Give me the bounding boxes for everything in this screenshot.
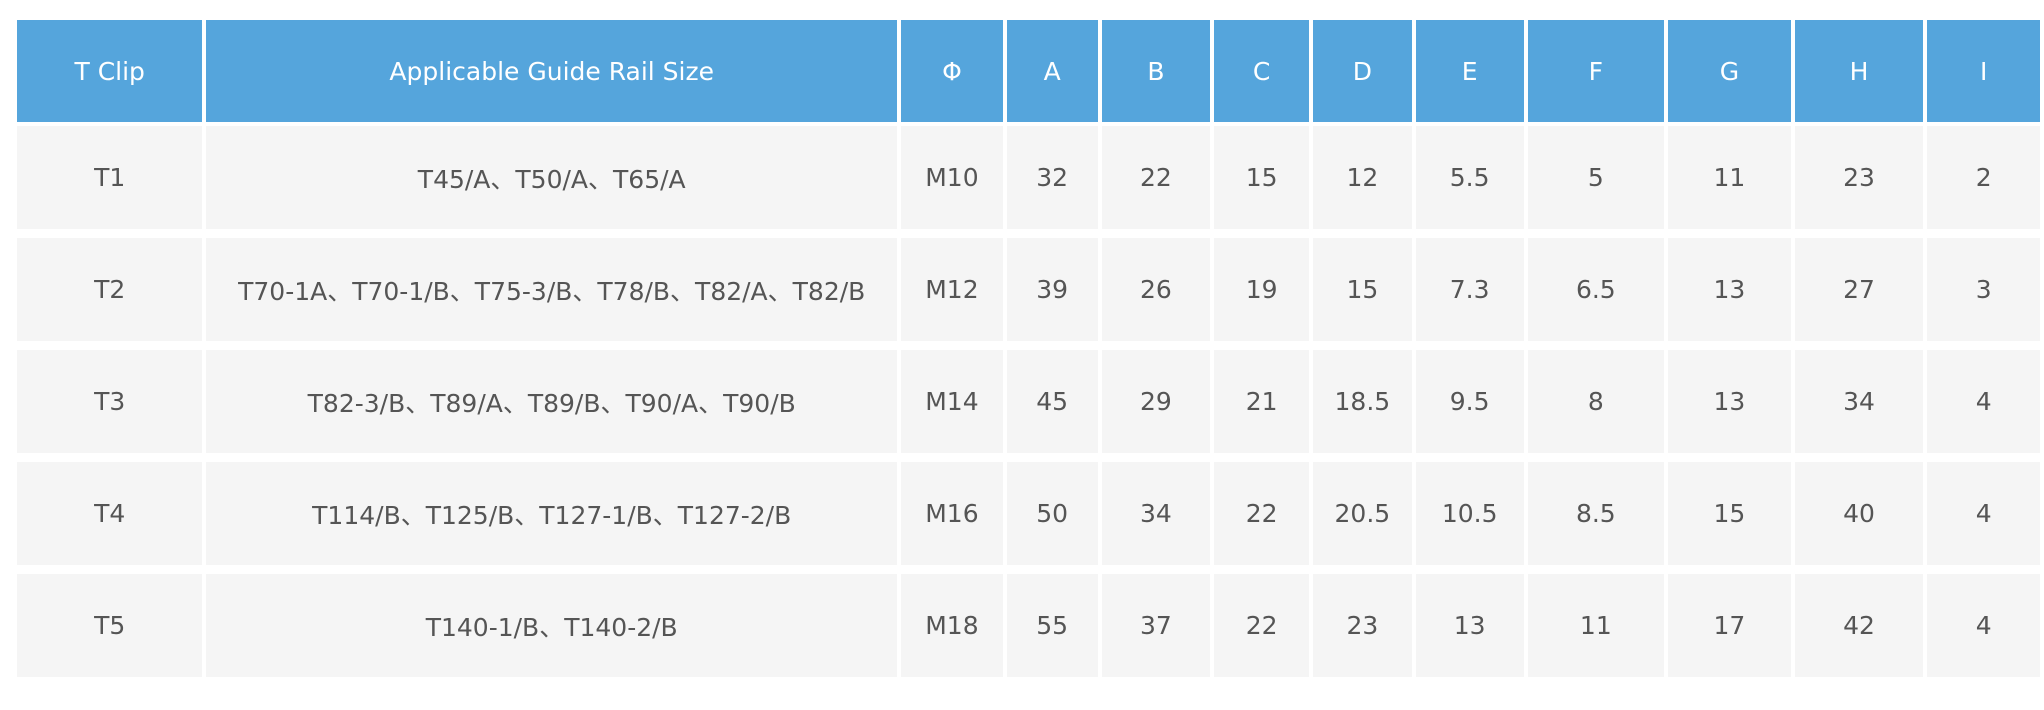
table-cell: T4 xyxy=(17,453,203,565)
header-cell: Applicable Guide Rail Size xyxy=(206,20,898,122)
header-row: T Clip Applicable Guide Rail Size Φ A B C D E F G… xyxy=(17,20,2040,122)
table-cell: 2 xyxy=(1927,122,2040,229)
table-cell: M10 xyxy=(901,122,1003,229)
table-cell: 6.5 xyxy=(1527,229,1665,341)
table-cell: 26 xyxy=(1101,229,1211,341)
table-cell: 4 xyxy=(1927,341,2040,453)
table-cell: T1 xyxy=(17,122,203,229)
table-cell: 40 xyxy=(1794,453,1924,565)
table-cell: 18.5 xyxy=(1312,341,1412,453)
table-cell: 8.5 xyxy=(1527,453,1665,565)
table-cell: 13 xyxy=(1415,565,1524,677)
table-row: T5 T140-1/B、T140-2/B M18 55 37 22 23 13 11 17 42 4 xyxy=(17,565,2040,677)
table-row: T3 T82-3/B、T89/A、T89/B、T90/A、T90/B M14 45 29… xyxy=(17,341,2040,453)
table-cell: T3 xyxy=(17,341,203,453)
header-cell: A xyxy=(1006,20,1098,122)
table-row: T1 T45/A、T50/A、T65/A M10 32 22 15 12 5.5 5 11 23 2 xyxy=(17,122,2040,229)
table-cell: 4 xyxy=(1927,565,2040,677)
table-row: T4 T114/B、T125/B、T127-1/B、T127-2/B M16 50 34… xyxy=(17,453,2040,565)
table-cell: T45/A、T50/A、T65/A xyxy=(206,122,898,229)
table-cell: T2 xyxy=(17,229,203,341)
table-cell: 12 xyxy=(1312,122,1412,229)
table-cell: 7.3 xyxy=(1415,229,1524,341)
table-cell: M14 xyxy=(901,341,1003,453)
table-cell: 21 xyxy=(1214,341,1309,453)
table-cell: M12 xyxy=(901,229,1003,341)
table-cell: 22 xyxy=(1101,122,1211,229)
table-cell: 13 xyxy=(1668,341,1791,453)
table-cell: 39 xyxy=(1006,229,1098,341)
header-cell: T Clip xyxy=(17,20,203,122)
table-cell: 42 xyxy=(1794,565,1924,677)
table-cell: T140-1/B、T140-2/B xyxy=(206,565,898,677)
table-cell: 9.5 xyxy=(1415,341,1524,453)
table-cell: 5.5 xyxy=(1415,122,1524,229)
header-cell: I xyxy=(1927,20,2040,122)
table-cell: T82-3/B、T89/A、T89/B、T90/A、T90/B xyxy=(206,341,898,453)
table-body: T1 T45/A、T50/A、T65/A M10 32 22 15 12 5.5 5 11 23 2 T… xyxy=(17,122,2040,677)
table-cell: 17 xyxy=(1668,565,1791,677)
table-cell: 8 xyxy=(1527,341,1665,453)
table-cell: 5 xyxy=(1527,122,1665,229)
header-cell: E xyxy=(1415,20,1524,122)
table-cell: 3 xyxy=(1927,229,2040,341)
table-cell: M16 xyxy=(901,453,1003,565)
table-cell: 22 xyxy=(1214,565,1309,677)
table-cell: T114/B、T125/B、T127-1/B、T127-2/B xyxy=(206,453,898,565)
table-cell: 15 xyxy=(1668,453,1791,565)
table-cell: 22 xyxy=(1214,453,1309,565)
table-cell: 50 xyxy=(1006,453,1098,565)
table-cell: T70-1A、T70-1/B、T75-3/B、T78/B、T82/A、T82/B xyxy=(206,229,898,341)
table-cell: 29 xyxy=(1101,341,1211,453)
table-cell: M18 xyxy=(901,565,1003,677)
table-cell: 23 xyxy=(1794,122,1924,229)
table-cell: 34 xyxy=(1794,341,1924,453)
table-cell: 27 xyxy=(1794,229,1924,341)
header-cell: F xyxy=(1527,20,1665,122)
table-cell: 10.5 xyxy=(1415,453,1524,565)
table-cell: 11 xyxy=(1527,565,1665,677)
header-cell: C xyxy=(1214,20,1309,122)
table-cell: 34 xyxy=(1101,453,1211,565)
table-cell: 4 xyxy=(1927,453,2040,565)
table-cell: 45 xyxy=(1006,341,1098,453)
header-cell: D xyxy=(1312,20,1412,122)
header-cell: B xyxy=(1101,20,1211,122)
table-cell: 19 xyxy=(1214,229,1309,341)
table-cell: T5 xyxy=(17,565,203,677)
spec-table: T Clip Applicable Guide Rail Size Φ A B C D E F G… xyxy=(13,20,2044,677)
table-cell: 37 xyxy=(1101,565,1211,677)
table-cell: 55 xyxy=(1006,565,1098,677)
header-cell: H xyxy=(1794,20,1924,122)
table-cell: 15 xyxy=(1214,122,1309,229)
table-cell: 15 xyxy=(1312,229,1412,341)
table-cell: 32 xyxy=(1006,122,1098,229)
table-row: T2 T70-1A、T70-1/B、T75-3/B、T78/B、T82/A、T82… xyxy=(17,229,2040,341)
header-cell: Φ xyxy=(901,20,1003,122)
table-cell: 13 xyxy=(1668,229,1791,341)
table-cell: 11 xyxy=(1668,122,1791,229)
header-cell: G xyxy=(1668,20,1791,122)
table-cell: 23 xyxy=(1312,565,1412,677)
table-cell: 20.5 xyxy=(1312,453,1412,565)
